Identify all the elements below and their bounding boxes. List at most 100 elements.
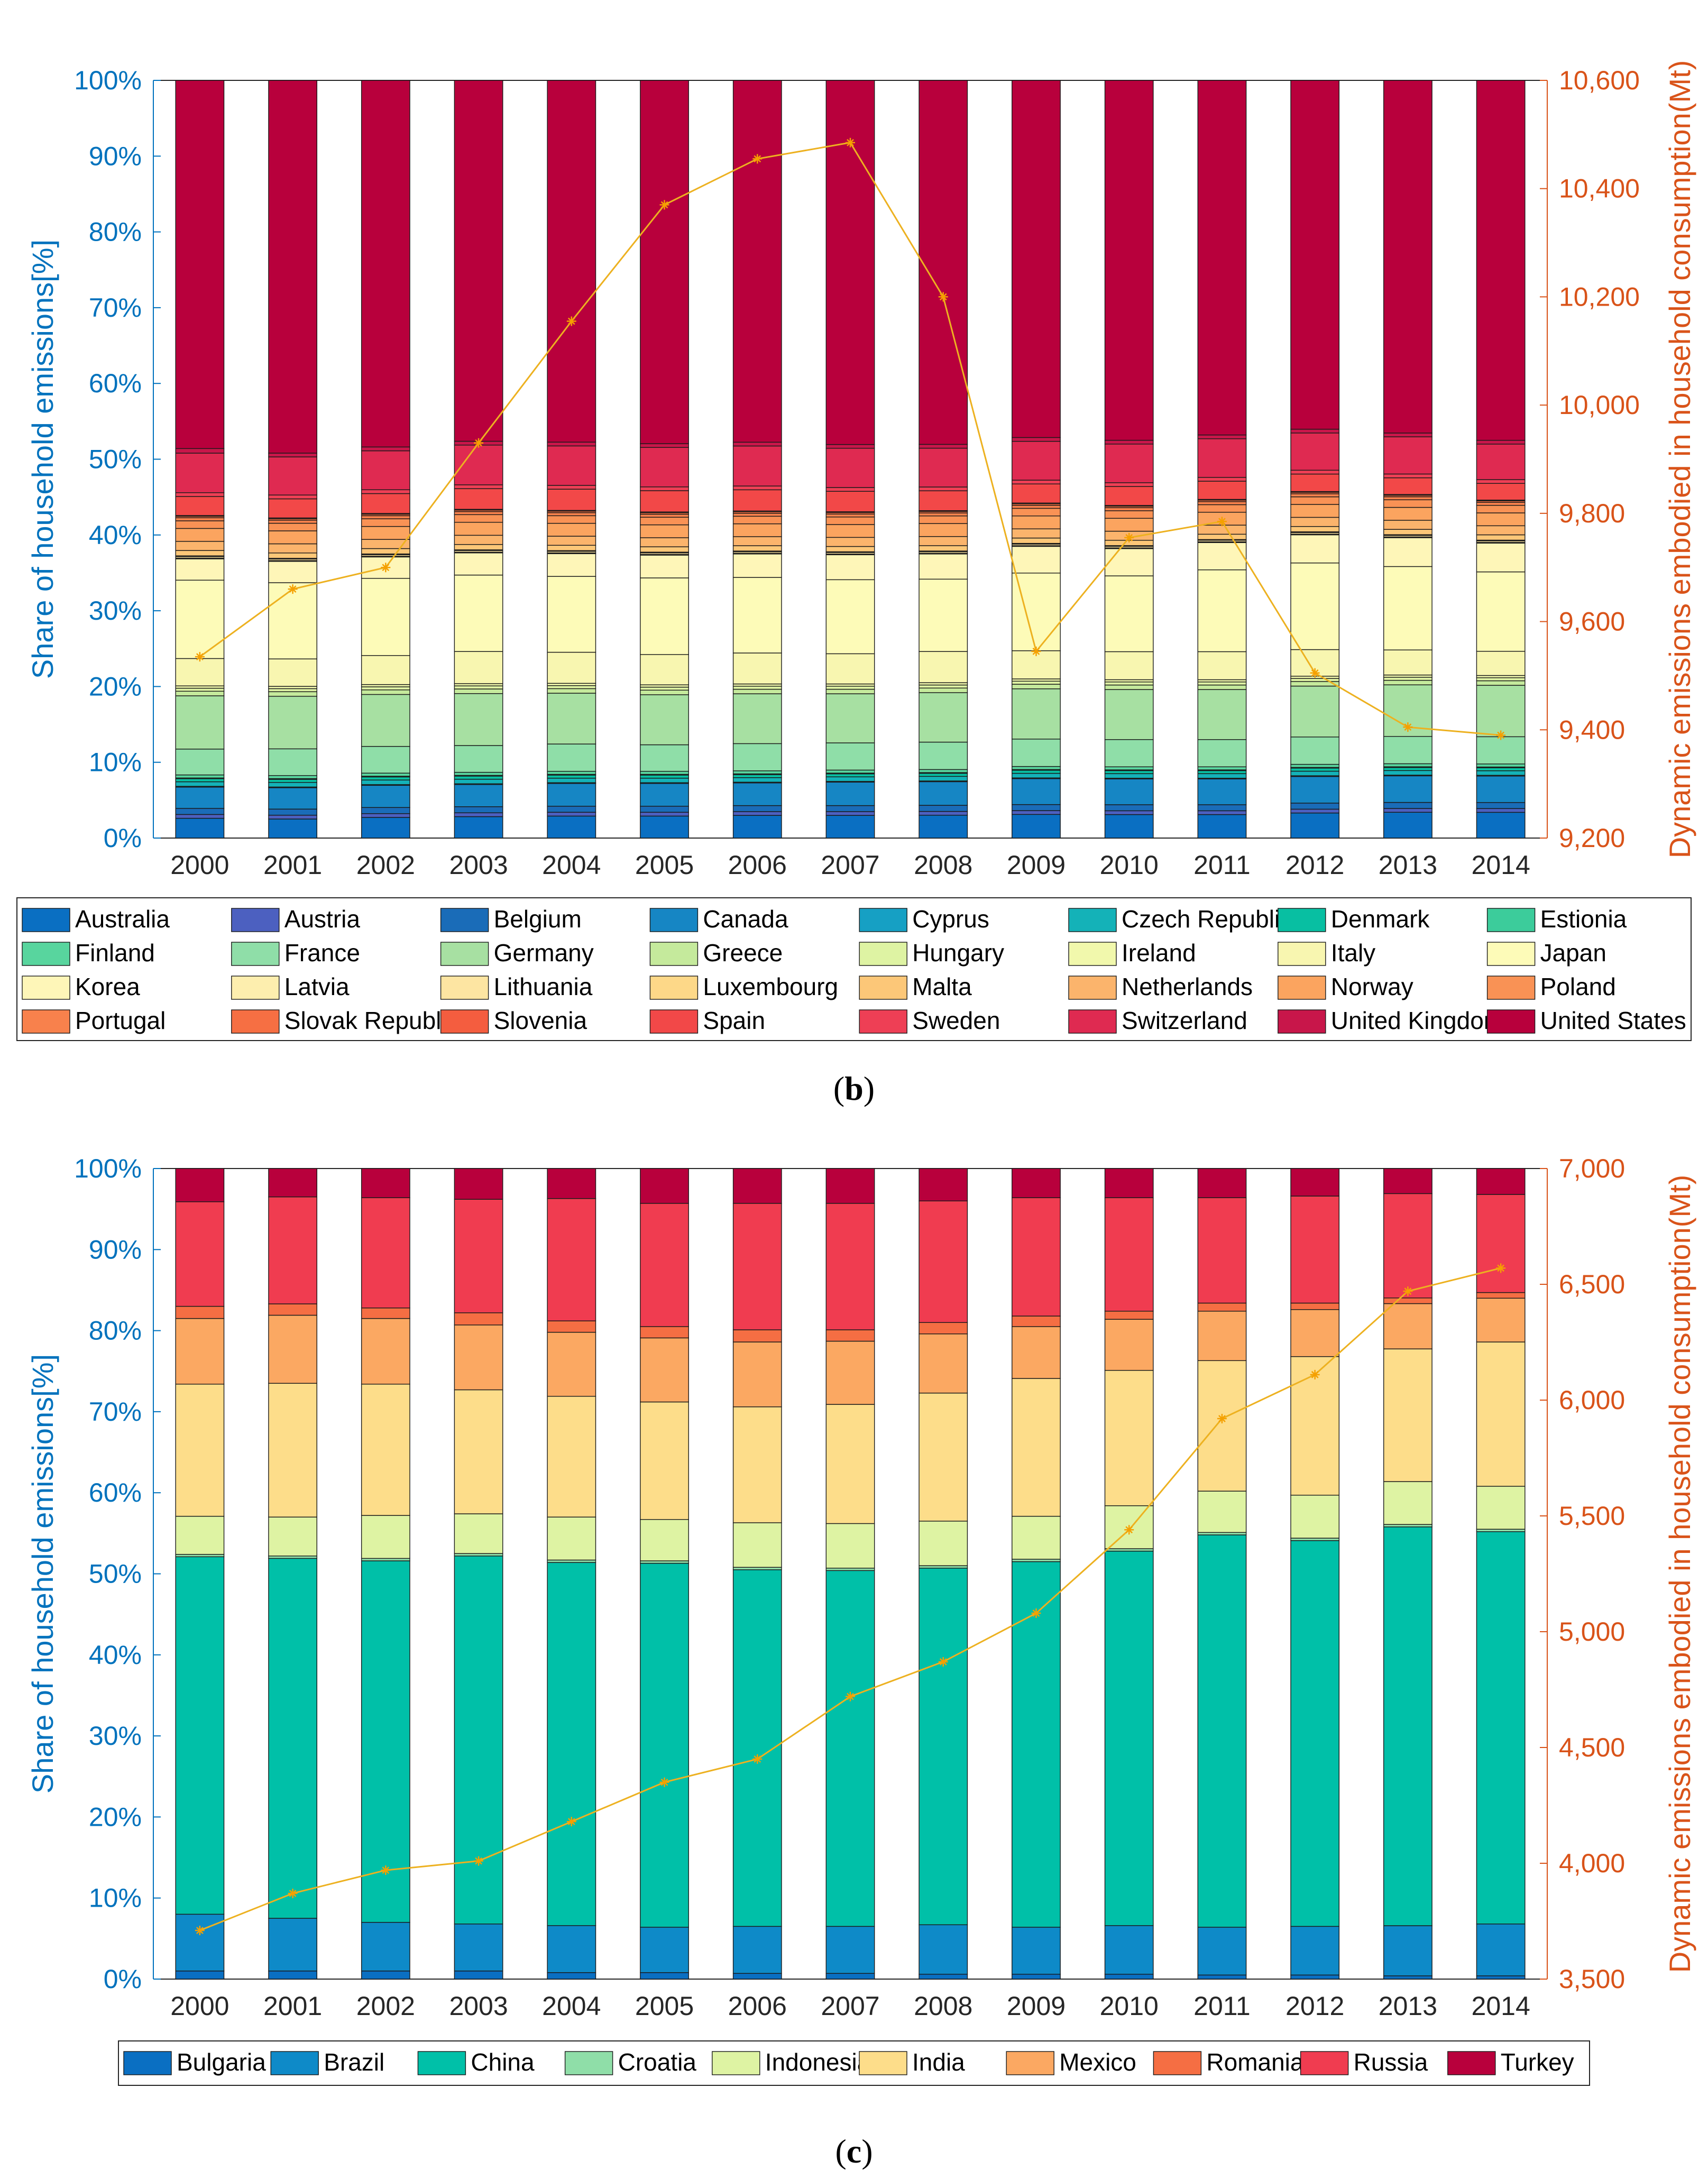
bar-segment	[1290, 1926, 1340, 1976]
bar-segment	[1197, 1302, 1247, 1312]
bar-segment	[1290, 429, 1340, 434]
legend-swatch	[1068, 1009, 1117, 1034]
left-tick-label: 90%	[89, 141, 142, 171]
bar-segment	[1290, 534, 1340, 564]
legend-swatch	[1486, 1009, 1536, 1034]
bar-segment	[547, 485, 596, 490]
bar-segment	[1104, 778, 1154, 805]
bar-segment	[361, 446, 410, 452]
bar-segment	[1383, 677, 1432, 681]
bar-segment	[175, 1318, 225, 1385]
bar-segment	[1290, 812, 1340, 839]
bar-segment	[1012, 573, 1061, 651]
legend-label: Cyprus	[912, 905, 989, 933]
bar-segment	[454, 552, 503, 576]
bar-segment	[454, 544, 503, 550]
bar-segment	[454, 771, 503, 776]
bar-segment	[1476, 440, 1526, 445]
legend-box	[16, 897, 1692, 1041]
bar-segment	[1290, 776, 1340, 804]
bar-segment	[454, 1324, 503, 1391]
legend-label: Spain	[703, 1007, 765, 1034]
bar-segment	[919, 447, 968, 487]
legend-swatch	[270, 2051, 319, 2075]
bar-segment	[268, 522, 317, 531]
bar-segment	[361, 518, 410, 527]
bar-segment	[825, 1168, 875, 1204]
bar-segment	[732, 811, 782, 816]
bar-segment	[1476, 1341, 1526, 1487]
bar-segment	[361, 578, 410, 656]
bar-segment	[1290, 504, 1340, 518]
legend-swatch	[1278, 908, 1326, 932]
line-point	[938, 292, 948, 302]
bar-segment	[1012, 480, 1061, 485]
bar-segment	[547, 80, 596, 443]
left-tick-label: 50%	[89, 1559, 142, 1589]
line-point	[1217, 1414, 1227, 1424]
legend-swatch	[1006, 2051, 1054, 2075]
x-tick-label: 2010	[1100, 850, 1159, 880]
bar-segment	[1104, 689, 1154, 740]
line-point	[846, 1691, 855, 1701]
bar-segment	[268, 1970, 317, 1980]
bar-segment	[547, 553, 596, 577]
x-tick-label: 2001	[263, 1991, 322, 2021]
bar-segment	[1012, 770, 1061, 774]
bar-segment	[1197, 80, 1247, 436]
bar-segment	[268, 1516, 317, 1557]
bar-segment	[1012, 537, 1061, 544]
legend-label: Mexico	[1059, 2048, 1136, 2076]
bar-segment	[1290, 493, 1340, 498]
bar-segment	[361, 489, 410, 494]
legend-swatch	[1486, 976, 1536, 1000]
bar-segment	[1383, 649, 1432, 676]
x-tick-label: 2014	[1472, 1991, 1530, 2021]
bar-segment	[175, 550, 225, 556]
bar-segment	[1012, 504, 1061, 509]
bar-segment	[1104, 651, 1154, 680]
legend-swatch	[440, 908, 489, 932]
legend-label: Switzerland	[1122, 1007, 1247, 1034]
bar-segment	[919, 684, 968, 688]
bar-segment	[1197, 434, 1247, 439]
bar-segment	[454, 574, 503, 652]
bar-segment	[825, 524, 875, 538]
bar-segment	[1012, 680, 1061, 685]
bar-segment	[547, 1972, 596, 1980]
bar-segment	[1383, 1975, 1432, 1980]
bar-segment	[268, 1383, 317, 1517]
left-tick-label: 60%	[89, 369, 142, 398]
bar-segment	[1197, 651, 1247, 680]
legend-label: Norway	[1331, 973, 1413, 1000]
legend-label: Portugal	[75, 1007, 166, 1034]
legend-label: Canada	[703, 905, 788, 933]
bar-segment	[268, 688, 317, 692]
left-tick-label: 100%	[74, 66, 142, 95]
bar-segment	[1104, 739, 1154, 767]
bar-segment	[1476, 1298, 1526, 1342]
bar-segment	[547, 693, 596, 744]
bar-segment	[547, 1168, 596, 1199]
bar-segment	[454, 806, 503, 813]
bar-segment	[547, 775, 596, 779]
bar-segment	[825, 579, 875, 655]
bar-segment	[361, 80, 410, 448]
bar-segment	[1012, 437, 1061, 442]
x-tick-label: 2013	[1379, 850, 1437, 880]
x-tick-label: 2005	[635, 1991, 694, 2021]
bar-segment	[1476, 808, 1526, 813]
right-tick-label: 10,600	[1559, 66, 1640, 95]
line-point	[659, 200, 669, 210]
bar-segment	[268, 582, 317, 659]
bar-segment	[825, 1404, 875, 1524]
line-point	[1031, 646, 1041, 656]
bar-segment	[919, 1974, 968, 1980]
bar-segment	[1476, 502, 1526, 506]
line-point	[1124, 1525, 1134, 1535]
right-tick-label: 4,500	[1559, 1733, 1625, 1762]
bar-segment	[640, 1562, 689, 1928]
bar-segment	[175, 687, 225, 692]
bar-segment	[1012, 810, 1061, 815]
bar-segment	[825, 1973, 875, 1980]
